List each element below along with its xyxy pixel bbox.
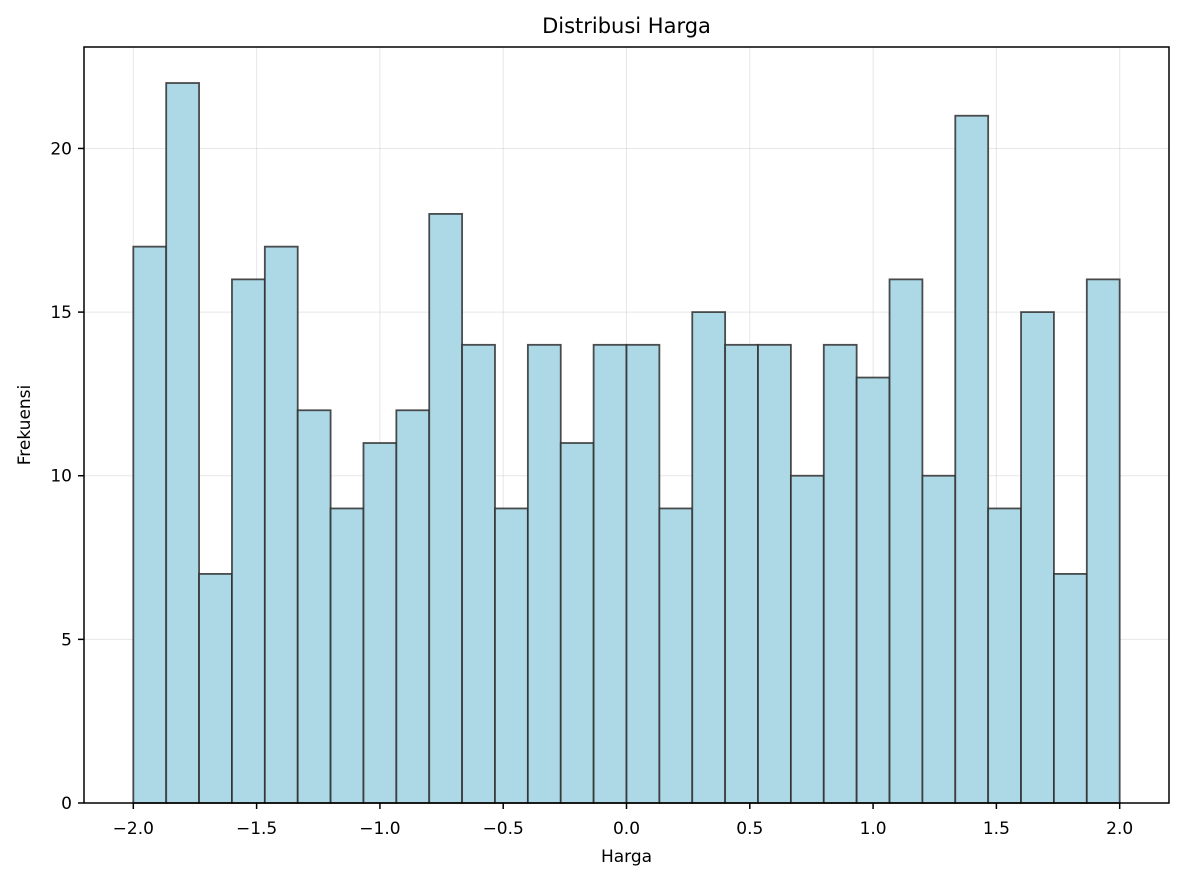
histogram-bar bbox=[362, 442, 398, 804]
x-axis-ticks: −2.0 −1.5 −1.0 −0.5 0.0 0.5 1.0 1.5 2.0 bbox=[113, 803, 1133, 839]
x-tick-label: −1.5 bbox=[236, 819, 277, 839]
histogram-bar bbox=[888, 278, 924, 804]
histogram-bar bbox=[231, 278, 266, 804]
chart-title: Distribusi Harga bbox=[542, 14, 711, 38]
histogram-bar bbox=[822, 343, 858, 804]
y-tick-label: 15 bbox=[50, 303, 72, 323]
histogram-bar bbox=[789, 474, 825, 804]
y-tick-label: 20 bbox=[50, 139, 72, 159]
histogram-bar bbox=[757, 343, 792, 804]
bars-layer bbox=[132, 82, 1121, 804]
y-axis-label: Frekuensi bbox=[15, 385, 35, 466]
x-tick-label: −2.0 bbox=[113, 819, 154, 839]
histogram-bar bbox=[1020, 311, 1055, 804]
histogram-bar bbox=[296, 409, 332, 804]
histogram-bar bbox=[395, 409, 431, 804]
histogram-bar bbox=[198, 573, 233, 804]
histogram-bar bbox=[921, 474, 957, 804]
histogram-bar bbox=[724, 343, 759, 804]
histogram-bar bbox=[132, 245, 168, 804]
y-axis-ticks: 0 5 10 15 20 bbox=[50, 139, 84, 814]
histogram-bar bbox=[165, 82, 200, 804]
histogram-bar bbox=[559, 442, 595, 804]
y-tick-label: 0 bbox=[61, 794, 72, 814]
x-tick-label: 2.0 bbox=[1106, 819, 1133, 839]
histogram-bar bbox=[461, 343, 496, 804]
histogram-bar bbox=[592, 343, 628, 804]
x-tick-label: 0.5 bbox=[736, 819, 763, 839]
y-tick-label: 10 bbox=[50, 467, 72, 487]
histogram-bar bbox=[691, 311, 727, 804]
histogram-bar bbox=[263, 245, 299, 804]
histogram-bar bbox=[855, 376, 891, 804]
x-tick-label: 0.0 bbox=[613, 819, 640, 839]
x-tick-label: 1.0 bbox=[860, 819, 887, 839]
histogram-bar bbox=[1053, 573, 1088, 804]
histogram-bar bbox=[494, 507, 529, 804]
x-tick-label: −0.5 bbox=[483, 819, 524, 839]
x-axis-label: Harga bbox=[601, 847, 652, 867]
histogram-bar bbox=[625, 343, 661, 804]
histogram-bar bbox=[987, 507, 1022, 804]
histogram-bar bbox=[329, 507, 365, 804]
histogram-bar bbox=[658, 507, 694, 804]
histogram-bar bbox=[526, 343, 562, 804]
x-tick-label: 1.5 bbox=[983, 819, 1010, 839]
x-tick-label: −1.0 bbox=[359, 819, 400, 839]
y-tick-label: 5 bbox=[61, 630, 72, 650]
histogram-bar bbox=[954, 114, 990, 804]
histogram-bar bbox=[1085, 278, 1121, 804]
histogram-bar bbox=[428, 213, 464, 804]
